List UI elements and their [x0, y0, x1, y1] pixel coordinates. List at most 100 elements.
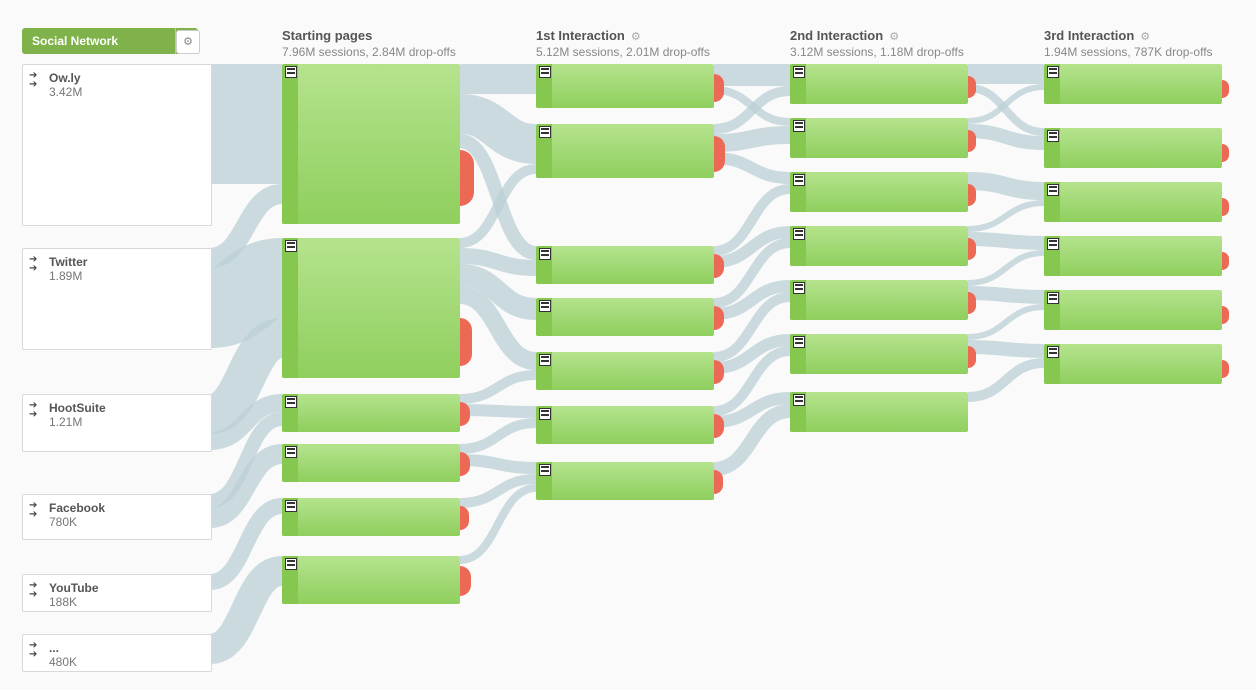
source-node[interactable]: ➔➔Twitter1.89M — [22, 248, 212, 350]
flow-link[interactable] — [210, 278, 282, 308]
page-icon — [539, 464, 551, 476]
flow-link[interactable] — [460, 275, 536, 309]
flow-link[interactable] — [714, 243, 790, 303]
flow-link[interactable] — [714, 411, 790, 469]
gear-icon[interactable]: ⚙ — [889, 30, 899, 43]
flow-link[interactable] — [714, 135, 790, 143]
flow-link[interactable] — [714, 232, 790, 262]
flow-link[interactable] — [714, 91, 790, 129]
flow-node[interactable] — [282, 238, 460, 378]
source-node[interactable]: ➔➔YouTube188K — [22, 574, 212, 612]
node-handle — [1044, 344, 1060, 384]
flow-node[interactable] — [536, 462, 714, 500]
column-subtitle: 3.12M sessions, 1.18M drop-offs — [790, 45, 964, 59]
flow-link[interactable] — [968, 363, 1044, 397]
flow-node[interactable] — [536, 64, 714, 108]
flow-link[interactable] — [210, 571, 282, 649]
flow-link[interactable] — [210, 506, 282, 582]
flow-link[interactable] — [714, 158, 790, 178]
flow-link[interactable] — [460, 488, 536, 560]
flow-link[interactable] — [210, 194, 282, 258]
flow-node[interactable] — [536, 352, 714, 390]
flow-link[interactable] — [968, 253, 1044, 283]
node-handle — [536, 298, 552, 336]
flow-link[interactable] — [968, 293, 1044, 297]
page-icon — [539, 126, 551, 138]
node-handle — [282, 556, 298, 604]
flow-link[interactable] — [714, 297, 790, 357]
flow-node[interactable] — [790, 226, 968, 266]
flow-link[interactable] — [460, 375, 536, 399]
flow-link[interactable] — [714, 286, 790, 314]
flow-link[interactable] — [460, 410, 536, 412]
flow-node[interactable] — [790, 280, 968, 320]
column-subtitle: 7.96M sessions, 2.84M drop-offs — [282, 45, 456, 59]
flow-node[interactable] — [1044, 64, 1222, 104]
flow-node[interactable] — [282, 498, 460, 536]
node-handle — [282, 64, 298, 224]
node-handle — [536, 124, 552, 178]
page-icon — [1047, 66, 1059, 78]
source-node[interactable]: ➔➔HootSuite1.21M — [22, 394, 212, 452]
flow-link[interactable] — [968, 87, 1044, 121]
dropoff-indicator — [460, 452, 470, 476]
flow-link[interactable] — [714, 90, 790, 122]
dimension-selector[interactable]: Social Network ▾ — [22, 28, 198, 54]
flow-link[interactable] — [714, 340, 790, 368]
flow-link[interactable] — [968, 347, 1044, 351]
node-handle — [1044, 128, 1060, 168]
flow-node[interactable] — [1044, 290, 1222, 330]
flow-node[interactable] — [1044, 236, 1222, 276]
flow-link[interactable] — [968, 131, 1044, 143]
flow-link[interactable] — [460, 114, 536, 144]
gear-icon[interactable]: ⚙ — [631, 30, 641, 43]
source-node[interactable]: ➔➔Ow.ly3.42M — [22, 64, 212, 226]
column-header: Starting pages7.96M sessions, 2.84M drop… — [282, 28, 456, 59]
flow-node[interactable] — [1044, 182, 1222, 222]
flow-link[interactable] — [460, 256, 536, 268]
flow-node[interactable] — [536, 298, 714, 336]
flow-node[interactable] — [536, 406, 714, 444]
flow-node[interactable] — [790, 172, 968, 212]
flow-node[interactable] — [790, 392, 968, 432]
flow-link[interactable] — [714, 351, 790, 411]
flow-link[interactable] — [210, 419, 282, 501]
page-icon — [539, 248, 551, 260]
flow-node[interactable] — [790, 64, 968, 104]
flow-link[interactable] — [714, 398, 790, 422]
dropoff-indicator — [968, 292, 976, 314]
users-flow-chart: Social Network ▾ ⚙ Starting pages7.96M s… — [0, 0, 1256, 690]
flow-node[interactable] — [282, 64, 460, 224]
flow-node[interactable] — [790, 334, 968, 374]
flow-link[interactable] — [210, 338, 282, 414]
source-node[interactable]: ➔➔...480K — [22, 634, 212, 672]
page-icon — [793, 174, 805, 186]
flow-link[interactable] — [210, 454, 282, 518]
flow-link[interactable] — [968, 307, 1044, 337]
flow-node[interactable] — [1044, 344, 1222, 384]
flow-node[interactable] — [282, 394, 460, 432]
flow-link[interactable] — [460, 479, 536, 503]
flow-node[interactable] — [282, 444, 460, 482]
flow-node[interactable] — [790, 118, 968, 158]
flow-node[interactable] — [536, 124, 714, 178]
flow-link[interactable] — [460, 423, 536, 449]
flow-node[interactable] — [282, 556, 460, 604]
flow-link[interactable] — [210, 403, 282, 441]
gear-icon[interactable]: ⚙ — [1140, 30, 1150, 43]
flow-link[interactable] — [968, 203, 1044, 229]
dimension-settings-button[interactable]: ⚙ — [176, 30, 200, 54]
flow-link[interactable] — [968, 239, 1044, 243]
flow-node[interactable] — [1044, 128, 1222, 168]
flow-link[interactable] — [968, 88, 1044, 132]
flow-node[interactable] — [536, 246, 714, 284]
flow-link[interactable] — [714, 189, 790, 251]
page-icon — [285, 558, 297, 570]
column-header: 2nd Interaction⚙3.12M sessions, 1.18M dr… — [790, 28, 964, 59]
source-value: 780K — [49, 515, 203, 529]
source-node[interactable]: ➔➔Facebook780K — [22, 494, 212, 540]
page-icon — [793, 282, 805, 294]
flow-link[interactable] — [460, 460, 536, 468]
node-handle — [790, 172, 806, 212]
flow-link[interactable] — [968, 181, 1044, 191]
